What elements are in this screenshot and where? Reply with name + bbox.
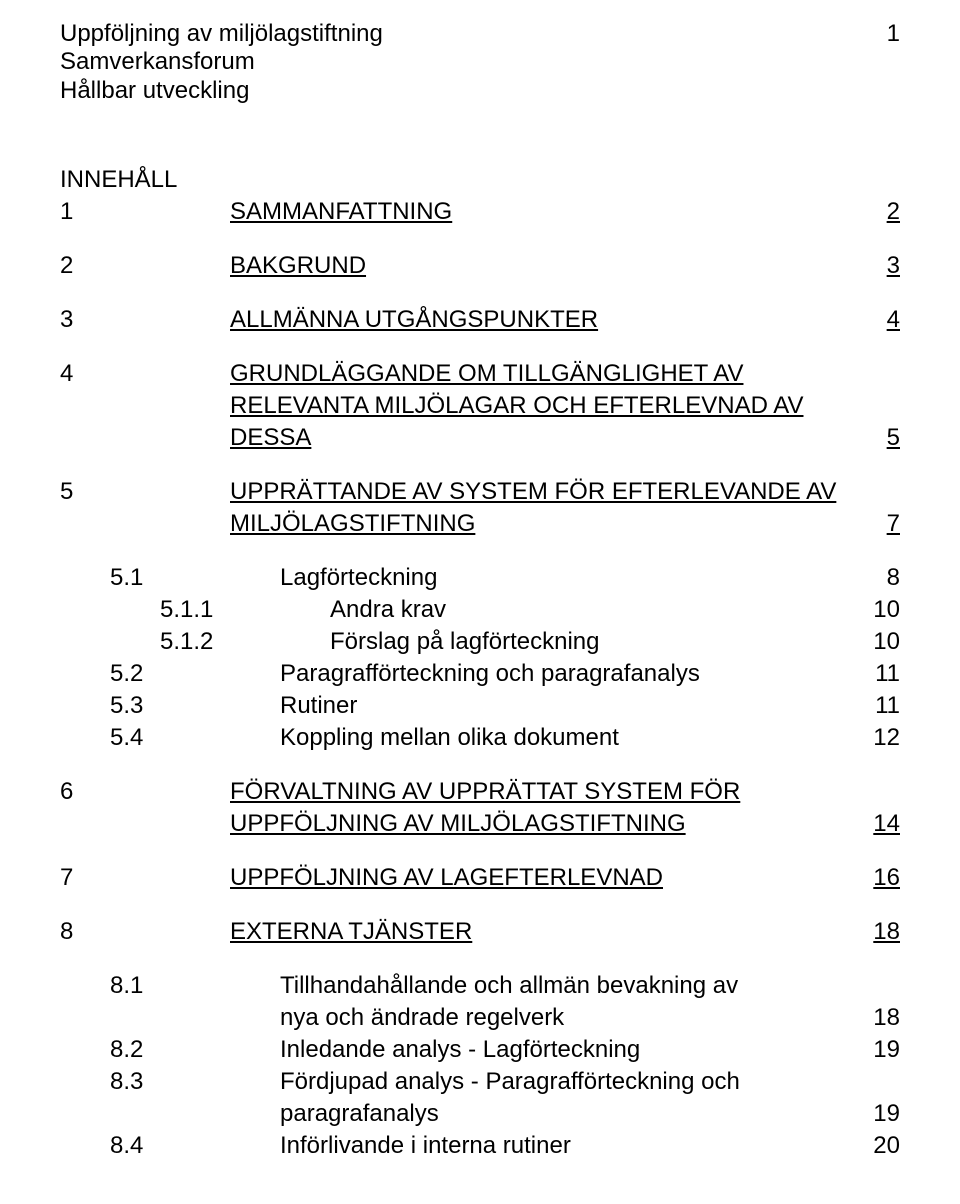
toc-entry-number: 8.3 bbox=[60, 1068, 280, 1096]
toc-entry-number: 8.2 bbox=[60, 1036, 280, 1064]
toc-entry-number: 5.4 bbox=[60, 724, 280, 752]
header-sub-1: Samverkansforum bbox=[60, 48, 900, 77]
toc-entry-page: 11 bbox=[840, 692, 900, 720]
toc-entry-page: 4 bbox=[840, 306, 900, 334]
toc-entry: 3ALLMÄNNA UTGÅNGSPUNKTER4 bbox=[60, 306, 900, 334]
toc-entry-page: 16 bbox=[840, 864, 900, 892]
toc-entry-number: 1 bbox=[60, 198, 230, 226]
toc-entry-number: 5 bbox=[60, 478, 230, 506]
toc-entry-page: 10 bbox=[840, 628, 900, 656]
toc-entry-page: 3 bbox=[840, 252, 900, 280]
toc-entry-page: 8 bbox=[840, 564, 900, 592]
page-number: 1 bbox=[887, 20, 900, 48]
toc-entry-title: EXTERNA TJÄNSTER bbox=[230, 918, 840, 946]
toc-entry-number: 6 bbox=[60, 778, 230, 806]
toc-entry-title: UPPFÖLJNING AV LAGEFTERLEVNAD bbox=[230, 864, 840, 892]
toc-entry: 8.2Inledande analys - Lagförteckning19 bbox=[60, 1036, 900, 1064]
toc-entry-title: DESSA bbox=[230, 424, 840, 452]
toc-entry-number: 5.1.1 bbox=[60, 596, 330, 624]
toc-entry-title: nya och ändrade regelverk bbox=[280, 1004, 840, 1032]
toc-entry: 8.1Tillhandahållande och allmän bevaknin… bbox=[60, 972, 900, 1000]
toc-entry-number: 5.2 bbox=[60, 660, 280, 688]
header-row: Uppföljning av miljölagstiftning 1 bbox=[60, 20, 900, 48]
toc-entry: 2BAKGRUND3 bbox=[60, 252, 900, 280]
toc-entry-page: 12 bbox=[840, 724, 900, 752]
toc-entry-title: UPPRÄTTANDE AV SYSTEM FÖR EFTERLEVANDE A… bbox=[230, 478, 840, 506]
toc-entry: 8.4Införlivande i interna rutiner20 bbox=[60, 1132, 900, 1160]
toc-entry-number: 4 bbox=[60, 360, 230, 388]
toc-entry: MILJÖLAGSTIFTNING7 bbox=[60, 510, 900, 538]
toc-entry-page: 10 bbox=[840, 596, 900, 624]
toc-entry: 5.4Koppling mellan olika dokument12 bbox=[60, 724, 900, 752]
toc-entry: UPPFÖLJNING AV MILJÖLAGSTIFTNING14 bbox=[60, 810, 900, 838]
toc-entry: 8EXTERNA TJÄNSTER18 bbox=[60, 918, 900, 946]
toc-entry-page: 14 bbox=[840, 810, 900, 838]
toc-entry-page: 20 bbox=[840, 1132, 900, 1160]
toc-entry-number: 8 bbox=[60, 918, 230, 946]
toc-entry-title: FÖRVALTNING AV UPPRÄTTAT SYSTEM FÖR bbox=[230, 778, 840, 806]
toc-entry-title: Införlivande i interna rutiner bbox=[280, 1132, 840, 1160]
toc-entry-title: Andra krav bbox=[330, 596, 840, 624]
toc-entry-title: Tillhandahållande och allmän bevakning a… bbox=[280, 972, 840, 1000]
toc-entry: 5.3Rutiner11 bbox=[60, 692, 900, 720]
toc-entry: DESSA5 bbox=[60, 424, 900, 452]
header-sub-2: Hållbar utveckling bbox=[60, 77, 900, 106]
toc-entry-page: 18 bbox=[840, 918, 900, 946]
toc-entry: 7UPPFÖLJNING AV LAGEFTERLEVNAD16 bbox=[60, 864, 900, 892]
toc-entry-number: 8.4 bbox=[60, 1132, 280, 1160]
toc-entry-number: 5.1 bbox=[60, 564, 280, 592]
toc-entry: 5.1.1Andra krav10 bbox=[60, 596, 900, 624]
toc-entry-title: ALLMÄNNA UTGÅNGSPUNKTER bbox=[230, 306, 840, 334]
toc-entry-page: 19 bbox=[840, 1100, 900, 1128]
toc-entry: nya och ändrade regelverk18 bbox=[60, 1004, 900, 1032]
toc-entry-number: 2 bbox=[60, 252, 230, 280]
toc-entry-title: GRUNDLÄGGANDE OM TILLGÄNGLIGHET AV bbox=[230, 360, 840, 388]
toc-entry-number: 5.1.2 bbox=[60, 628, 330, 656]
document-page: Uppföljning av miljölagstiftning 1 Samve… bbox=[0, 0, 960, 1204]
toc-entry-title: paragrafanalys bbox=[280, 1100, 840, 1128]
toc-entry-title: Paragrafförteckning och paragrafanalys bbox=[280, 660, 840, 688]
toc-entry-page: 19 bbox=[840, 1036, 900, 1064]
toc-entry: RELEVANTA MILJÖLAGAR OCH EFTERLEVNAD AV bbox=[60, 392, 900, 420]
toc-entry: 6FÖRVALTNING AV UPPRÄTTAT SYSTEM FÖR bbox=[60, 778, 900, 806]
toc-entry-page: 11 bbox=[840, 660, 900, 688]
toc-entry-page: 2 bbox=[840, 198, 900, 226]
table-of-contents: INNEHÅLL 1SAMMANFATTNING22BAKGRUND33ALLM… bbox=[60, 166, 900, 1160]
toc-heading-row: INNEHÅLL bbox=[60, 166, 900, 194]
header-title: Uppföljning av miljölagstiftning bbox=[60, 20, 383, 48]
toc-entry-title: Förslag på lagförteckning bbox=[330, 628, 840, 656]
toc-entry: 5.2Paragrafförteckning och paragrafanaly… bbox=[60, 660, 900, 688]
toc-entry-title: Inledande analys - Lagförteckning bbox=[280, 1036, 840, 1064]
toc-entry-title: UPPFÖLJNING AV MILJÖLAGSTIFTNING bbox=[230, 810, 840, 838]
toc-entry-number: 8.1 bbox=[60, 972, 280, 1000]
toc-entry: 5.1Lagförteckning8 bbox=[60, 564, 900, 592]
toc-entry-page: 7 bbox=[840, 510, 900, 538]
toc-entry-title: Fördjupad analys - Paragrafförteckning o… bbox=[280, 1068, 840, 1096]
toc-entry-number: 3 bbox=[60, 306, 230, 334]
toc-entry-title: Lagförteckning bbox=[280, 564, 840, 592]
toc-entry-title: Koppling mellan olika dokument bbox=[280, 724, 840, 752]
toc-entry-title: SAMMANFATTNING bbox=[230, 198, 840, 226]
toc-entry: 1SAMMANFATTNING2 bbox=[60, 198, 900, 226]
toc-entry: 5.1.2Förslag på lagförteckning10 bbox=[60, 628, 900, 656]
toc-entry-title: Rutiner bbox=[280, 692, 840, 720]
toc-entries: 1SAMMANFATTNING22BAKGRUND33ALLMÄNNA UTGÅ… bbox=[60, 198, 900, 1160]
toc-entry: 5UPPRÄTTANDE AV SYSTEM FÖR EFTERLEVANDE … bbox=[60, 478, 900, 506]
toc-entry-number: 5.3 bbox=[60, 692, 280, 720]
toc-entry: 8.3Fördjupad analys - Paragrafförtecknin… bbox=[60, 1068, 900, 1096]
toc-entry-number: 7 bbox=[60, 864, 230, 892]
toc-entry-title: BAKGRUND bbox=[230, 252, 840, 280]
toc-entry-page: 18 bbox=[840, 1004, 900, 1032]
toc-entry-title: MILJÖLAGSTIFTNING bbox=[230, 510, 840, 538]
toc-heading-label: INNEHÅLL bbox=[60, 166, 230, 194]
toc-entry-page: 5 bbox=[840, 424, 900, 452]
toc-entry-title: RELEVANTA MILJÖLAGAR OCH EFTERLEVNAD AV bbox=[230, 392, 840, 420]
toc-entry: 4GRUNDLÄGGANDE OM TILLGÄNGLIGHET AV bbox=[60, 360, 900, 388]
toc-entry: paragrafanalys19 bbox=[60, 1100, 900, 1128]
